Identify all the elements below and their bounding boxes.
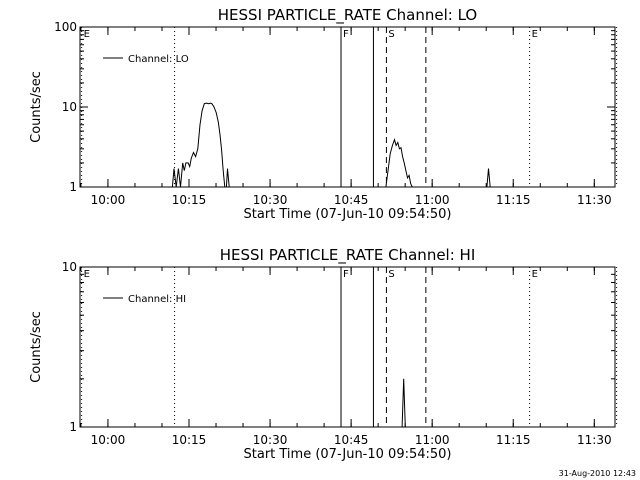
y-tick-label: 100 xyxy=(54,20,77,34)
x-tick-label: 10:00 xyxy=(91,193,126,207)
chart-title: HESSI PARTICLE_RATE Channel: LO xyxy=(218,6,477,25)
y-tick-label: 1 xyxy=(69,420,77,434)
event-marker-label: S xyxy=(388,269,394,280)
x-tick-label: 11:00 xyxy=(415,433,450,447)
event-marker-label: F xyxy=(343,269,349,280)
x-tick-label: 10:30 xyxy=(253,433,288,447)
x-tick-label: 10:15 xyxy=(172,193,207,207)
x-tick-label: 10:00 xyxy=(91,433,126,447)
y-tick-label: 10 xyxy=(62,260,77,274)
y-axis-label: Counts/sec xyxy=(29,71,44,143)
y-tick-label: 1 xyxy=(69,180,77,194)
footer-timestamp: 31-Aug-2010 12:43 xyxy=(559,469,636,478)
event-marker-label: F xyxy=(343,29,349,40)
event-marker-label: S xyxy=(388,29,394,40)
event-marker-label: E xyxy=(84,269,90,280)
x-tick-label: 10:30 xyxy=(253,193,288,207)
event-marker-label: E xyxy=(532,269,538,280)
x-axis-label: Start Time (07-Jun-10 09:54:50) xyxy=(244,447,452,462)
legend-label: Channel: HI xyxy=(128,294,186,305)
x-tick-label: 10:45 xyxy=(334,193,369,207)
y-tick-label: 10 xyxy=(62,100,77,114)
x-tick-label: 11:00 xyxy=(415,193,450,207)
x-tick-label: 10:15 xyxy=(172,433,207,447)
series-line-lo xyxy=(486,168,491,188)
plot-frame xyxy=(79,266,616,428)
x-tick-label: 11:30 xyxy=(577,193,612,207)
chart-panel-hi: HESSI PARTICLE_RATE Channel: HI Start Tim… xyxy=(29,246,618,462)
chart-panel-lo: HESSI PARTICLE_RATE Channel: LO Start Tim… xyxy=(29,6,618,222)
event-marker-label: E xyxy=(532,29,538,40)
x-tick-label: 11:30 xyxy=(577,433,612,447)
x-tick-label: 11:15 xyxy=(496,433,531,447)
chart-title: HESSI PARTICLE_RATE Channel: HI xyxy=(220,246,476,265)
x-tick-label: 11:15 xyxy=(496,193,531,207)
series-line-lo xyxy=(171,102,231,188)
event-marker-label: E xyxy=(84,29,90,40)
x-tick-label: 10:45 xyxy=(334,433,369,447)
series-line-lo xyxy=(385,138,414,188)
series-line-hi xyxy=(400,378,407,428)
legend-label: Channel: LO xyxy=(128,54,189,65)
y-axis-label: Counts/sec xyxy=(29,311,44,383)
x-axis-label: Start Time (07-Jun-10 09:54:50) xyxy=(244,207,452,222)
